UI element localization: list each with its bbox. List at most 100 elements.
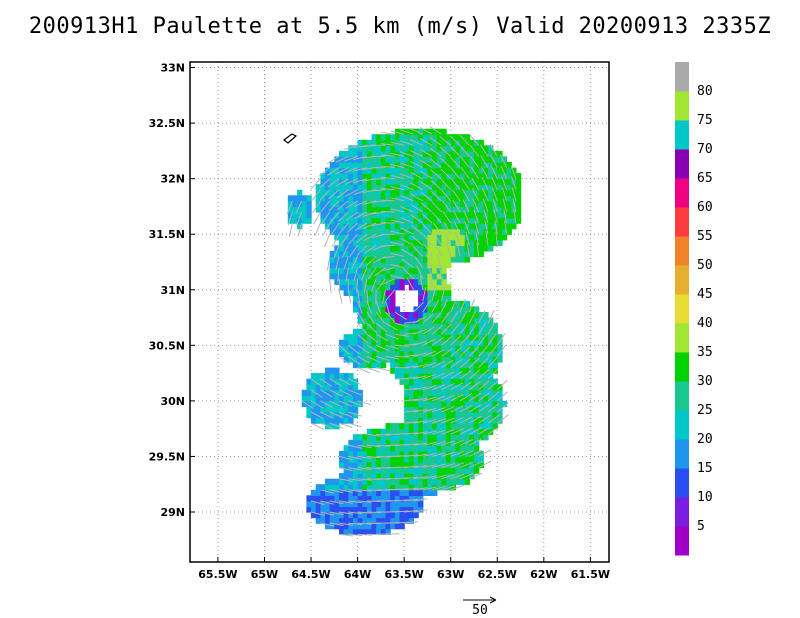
wind-vector (413, 301, 424, 313)
wind-vector (366, 344, 380, 353)
wind-vector (469, 427, 482, 435)
field-cell (483, 200, 489, 208)
wind-vector (441, 371, 454, 380)
field-cell (362, 350, 368, 358)
field-cell (352, 228, 359, 235)
wind-vector (338, 455, 353, 461)
field-cell (427, 345, 433, 352)
field-cell (478, 328, 484, 335)
field-cell (371, 317, 377, 324)
field-cell (441, 178, 447, 185)
field-cell (436, 250, 442, 258)
field-cell (497, 234, 503, 241)
field-cell (408, 473, 415, 480)
field-cell (441, 239, 447, 246)
field-cell (348, 234, 354, 241)
wind-vector (338, 378, 352, 386)
field-cell (464, 145, 470, 152)
field-cell (460, 178, 466, 185)
field-cell (385, 345, 391, 352)
field-cell (371, 200, 377, 208)
field-cell (427, 450, 433, 458)
wind-vector (431, 407, 446, 413)
wind-vector (450, 405, 464, 413)
field-cell (506, 162, 512, 169)
field-cell (371, 312, 377, 319)
field-cell (380, 206, 387, 213)
wind-vector (358, 256, 368, 269)
field-cell (464, 356, 470, 363)
field-cell (348, 195, 354, 202)
field-cell (352, 478, 359, 485)
wind-vector (363, 222, 377, 229)
wind-vector (422, 326, 435, 335)
field-cell (422, 278, 429, 285)
field-cell (352, 256, 359, 263)
wind-vector (430, 190, 442, 202)
field-cell (311, 395, 317, 402)
field-cell (488, 378, 494, 385)
field-cell (413, 317, 419, 324)
field-cell (334, 395, 340, 402)
field-cell (320, 506, 326, 513)
field-cell (399, 178, 405, 185)
wind-vector (357, 367, 371, 374)
field-cell (408, 173, 415, 180)
field-cell (404, 367, 410, 374)
field-cell (399, 339, 405, 346)
wind-vector (413, 498, 428, 502)
field-cell (469, 439, 475, 446)
field-cell (474, 189, 480, 196)
wind-vector (338, 355, 351, 366)
field-cell (371, 250, 377, 258)
wind-vector (459, 358, 472, 368)
wind-vector (353, 200, 368, 207)
wind-vectors (286, 126, 517, 537)
field-cell (366, 334, 373, 341)
field-cell (329, 212, 335, 219)
field-cell (441, 367, 447, 374)
field-cell (376, 178, 382, 185)
field-cell (464, 434, 470, 441)
wind-vector (288, 222, 293, 237)
field-cell (366, 500, 373, 508)
field-cell (306, 400, 312, 408)
field-cell (399, 234, 405, 241)
field-cell (408, 167, 415, 174)
field-cell (320, 189, 326, 196)
wind-vector (371, 211, 386, 215)
wind-vector (375, 333, 389, 342)
field-cell (371, 212, 377, 219)
wind-vector (366, 433, 381, 437)
field-cell (492, 178, 498, 185)
wind-vector (409, 150, 424, 157)
field-cell (352, 295, 359, 302)
field-cell (413, 267, 419, 274)
field-cell (357, 223, 363, 230)
wind-vector (333, 245, 340, 259)
field-cell (408, 250, 415, 258)
field-cell (492, 345, 498, 352)
field-cell (404, 223, 410, 230)
field-cell (418, 189, 424, 196)
field-cell (301, 395, 307, 402)
field-cell (325, 523, 331, 530)
field-cell (366, 317, 373, 324)
field-cell (339, 228, 345, 235)
wind-vector (413, 328, 427, 335)
wind-vector (441, 189, 452, 202)
field-cell (492, 162, 498, 169)
field-cell (436, 423, 442, 430)
field-cell (450, 428, 456, 435)
field-cell (492, 423, 498, 430)
field-cell (339, 450, 345, 458)
field-cell (497, 162, 503, 169)
field-cell (325, 167, 331, 174)
field-cell (413, 189, 419, 196)
field-cell (460, 389, 466, 396)
field-cell (357, 489, 363, 496)
field-cell (362, 484, 368, 491)
field-cell (460, 317, 466, 324)
wind-vector (420, 275, 424, 290)
field-cell (297, 212, 303, 219)
